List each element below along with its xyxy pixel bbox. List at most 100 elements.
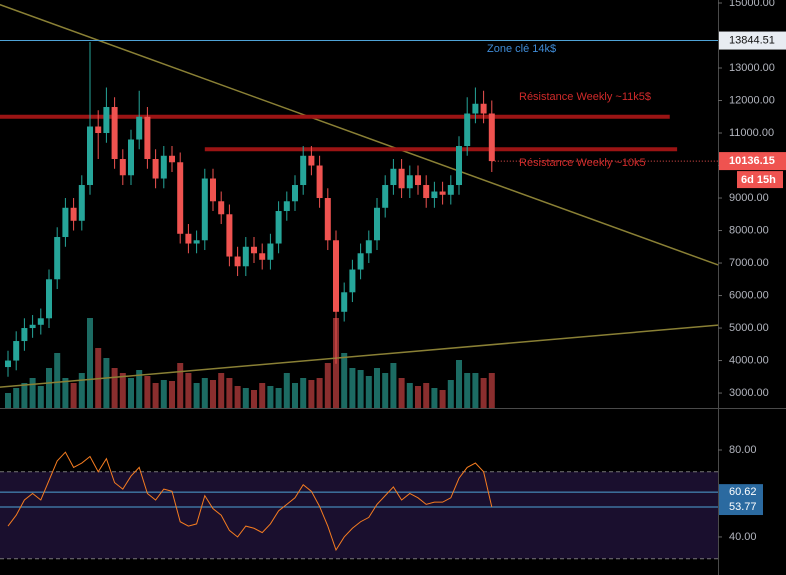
candle-body (398, 168, 405, 189)
last-price-box (719, 152, 786, 171)
volume-bar (316, 378, 323, 408)
countdown-label: 6d 15h (741, 174, 776, 186)
candle-body (70, 207, 77, 221)
candle-body (464, 113, 471, 147)
candle-body (267, 243, 274, 260)
candle-body (169, 155, 175, 163)
candle-body (439, 191, 446, 195)
candle-body (218, 201, 225, 215)
resistance-text: Résistance Weekly ~10k5 (519, 157, 646, 169)
volume-bar (46, 368, 52, 408)
key-level-text: Zone clé 14k$ (487, 43, 556, 55)
candle-body (87, 126, 93, 186)
last-price-label: 10136.15 (729, 155, 775, 167)
candle-body (78, 185, 85, 221)
volume-bar (119, 373, 126, 408)
candle-body (275, 211, 282, 244)
candle-body (5, 360, 11, 368)
volume-bar (185, 373, 192, 408)
volume-bar (382, 373, 389, 408)
volume-bar (218, 373, 225, 408)
volume-bar (242, 388, 249, 408)
candle-body (210, 178, 216, 202)
volume-bar (308, 380, 315, 408)
candle-body (382, 185, 389, 208)
candle-body (488, 113, 495, 162)
resistance-text: Résistance Weekly ~11k5$ (519, 91, 651, 103)
volume-bar (193, 383, 200, 408)
volume-bar (275, 388, 282, 408)
volume-bar (111, 368, 118, 408)
volume-bar (365, 376, 372, 408)
candle-body (95, 126, 102, 134)
rsi-band (0, 471, 718, 559)
candle-body (406, 175, 413, 189)
candle-body (365, 240, 372, 254)
y-tick-label: 12000.00 (729, 94, 775, 106)
volume-bar (78, 373, 85, 408)
candle-body (415, 175, 421, 186)
candle-body (13, 341, 20, 361)
candle-body (62, 207, 69, 238)
volume-bar (29, 378, 36, 408)
volume-bar (128, 378, 134, 408)
candle-body (119, 159, 126, 176)
candle-body (447, 185, 454, 195)
candle-body (193, 240, 200, 244)
volume-bar (341, 353, 348, 408)
rsi-line (7, 451, 493, 552)
candle-body (324, 198, 331, 241)
volume-bar (292, 383, 298, 408)
volume-bar (251, 390, 257, 408)
rsi-ma-box (719, 484, 763, 501)
volume-bar (210, 380, 216, 408)
volume-bar (374, 368, 380, 408)
volume-bar (177, 363, 184, 408)
candle-body (37, 318, 44, 325)
volume-bar (439, 390, 446, 408)
candle-body (160, 155, 167, 179)
volume-bar (21, 383, 28, 408)
y-tick-label: 11000.00 (729, 127, 774, 139)
trendline (0, 324, 719, 388)
candle-body (46, 279, 52, 319)
volume-bar (406, 383, 413, 408)
candle-body (21, 328, 28, 342)
candle-body (349, 269, 356, 293)
volume-bar (103, 358, 110, 408)
candle-body (144, 116, 151, 160)
trendline (0, 3, 719, 266)
volume-bar (300, 378, 307, 408)
volume-bar (267, 386, 274, 408)
candle-body (226, 214, 233, 257)
volume-bar (324, 363, 331, 408)
volume-bar (398, 378, 405, 408)
y-tick-label: 15000.00 (729, 0, 775, 9)
candle-body (128, 139, 134, 176)
volume-bar (87, 318, 93, 408)
volume-bar (169, 381, 175, 408)
candle-body (292, 185, 298, 202)
rsi-last-box (719, 499, 763, 516)
volume-bar (234, 386, 241, 408)
volume-bar (349, 368, 356, 408)
rsi-last-label: 53.77 (729, 501, 757, 513)
candle-body (242, 246, 249, 267)
volume-bar (5, 393, 11, 408)
volume-bar (70, 383, 77, 408)
volume-bar (480, 378, 487, 408)
y-tick-label: 3000.00 (729, 387, 769, 399)
candle-body (374, 207, 380, 241)
volume-bar (160, 380, 167, 408)
volume-bar (390, 363, 397, 408)
volume-bar (62, 378, 69, 408)
volume-bar (357, 370, 364, 408)
volume-bar (226, 378, 233, 408)
y-tick-label: 8000.00 (729, 224, 769, 236)
volume-bar (464, 373, 471, 408)
candle-body (111, 107, 118, 160)
candle-body (234, 256, 241, 267)
y-tick-label: 5000.00 (729, 322, 769, 334)
volume-bar (447, 380, 454, 408)
